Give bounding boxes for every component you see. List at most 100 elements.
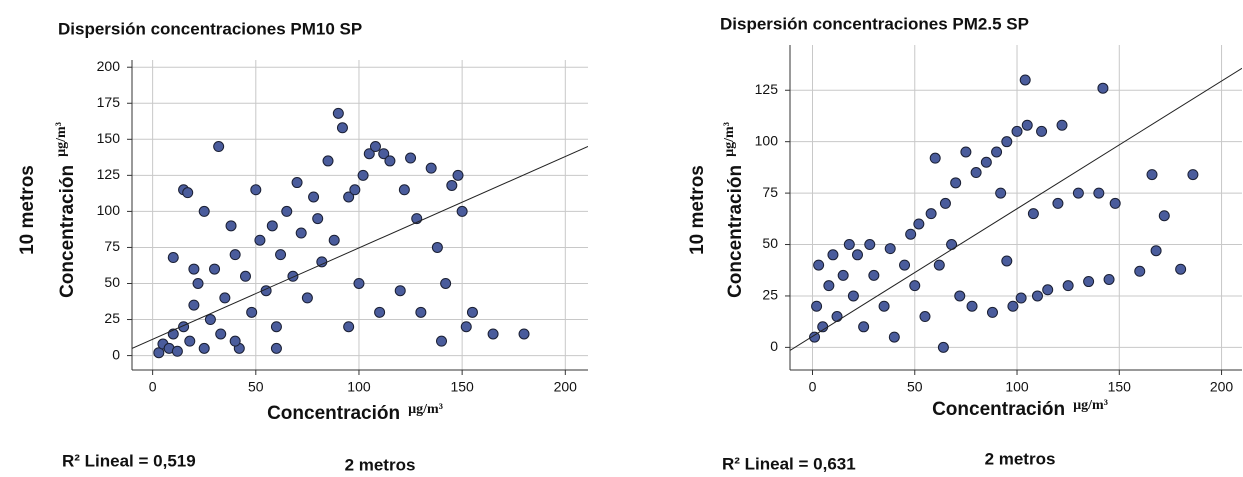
point [398,184,410,196]
x-outer-label: 2 metros [985,449,1056,468]
y-unit: µg/m³ [722,122,737,157]
point [343,321,355,333]
point [1158,210,1170,222]
point [1001,255,1013,267]
annotation: R² Lineal = 0,519 [62,451,196,470]
point [275,249,287,261]
chart-title: Dispersión concentraciones PM10 SP [58,19,362,38]
point [1109,197,1121,209]
point [878,300,890,312]
point [167,252,179,264]
point [843,239,855,251]
y-tick-label: 175 [97,94,121,110]
point [295,227,307,239]
point [980,156,992,168]
x-tick-label: 50 [907,379,923,395]
point [308,191,320,203]
fit-line [790,67,1242,351]
point [991,146,1003,158]
point [1187,169,1199,181]
point [1150,245,1162,257]
point [405,152,417,164]
point [374,306,386,318]
point [184,335,196,347]
y-tick-label: 50 [762,235,778,251]
x-tick-label: 100 [347,379,371,395]
point [813,259,825,271]
point [270,342,282,354]
x-tick-label: 0 [809,379,817,395]
point [837,269,849,281]
x-tick-label: 0 [149,379,157,395]
x-axis-label: Concentración µg/m³ [267,402,443,424]
y-tick-label: 100 [755,132,779,148]
point [1021,119,1033,131]
point [353,277,365,289]
x-label: Concentración [932,399,1065,420]
point [809,331,821,343]
point [229,249,241,261]
point [823,280,835,292]
point [466,306,478,318]
point [847,290,859,302]
point [332,107,344,119]
point [192,277,204,289]
point [287,270,299,282]
point [986,306,998,318]
point [960,146,972,158]
point [254,234,266,246]
x-label: Concentración [267,403,400,424]
point [811,300,823,312]
point [851,249,863,261]
point [215,328,227,340]
point [460,321,472,333]
point [487,328,499,340]
y-tick-label: 100 [97,202,121,218]
x-tick-label: 200 [1210,379,1234,395]
point [446,179,458,191]
point [452,169,464,181]
point [225,220,237,232]
annotation: R² Lineal = 0,631 [722,454,856,473]
point [1015,292,1027,304]
point [913,218,925,230]
point [440,277,452,289]
y-label: Concentración [57,165,78,298]
x-tick-label: 50 [248,379,264,395]
point [1036,125,1048,137]
y-tick-label: 25 [762,287,778,303]
point [357,169,369,181]
point [937,341,949,353]
point [1052,197,1064,209]
point [188,299,200,311]
point [1103,273,1115,285]
y-tick-label: 125 [755,81,779,97]
point [291,177,303,189]
point [425,162,437,174]
x-tick-label: 100 [1005,379,1029,395]
y-outer-label: 10 metros [687,165,708,255]
point [868,269,880,281]
point [246,306,258,318]
point [266,220,278,232]
point [209,263,221,275]
point [204,314,216,326]
point [995,187,1007,199]
y-axis-label: Concentración µg/m³ [54,122,78,298]
y-outer-label: 10 metros [17,165,38,255]
point [301,292,313,304]
point [281,205,293,217]
point [929,152,941,164]
point [188,263,200,275]
point [1146,169,1158,181]
point [1031,290,1043,302]
point [239,270,251,282]
point [182,187,194,199]
y-axis-label: Concentración µg/m³ [722,122,746,298]
point [884,243,896,255]
y-tick-label: 50 [104,274,120,290]
point [394,285,406,297]
y-tick-label: 200 [97,58,121,74]
point [925,208,937,220]
